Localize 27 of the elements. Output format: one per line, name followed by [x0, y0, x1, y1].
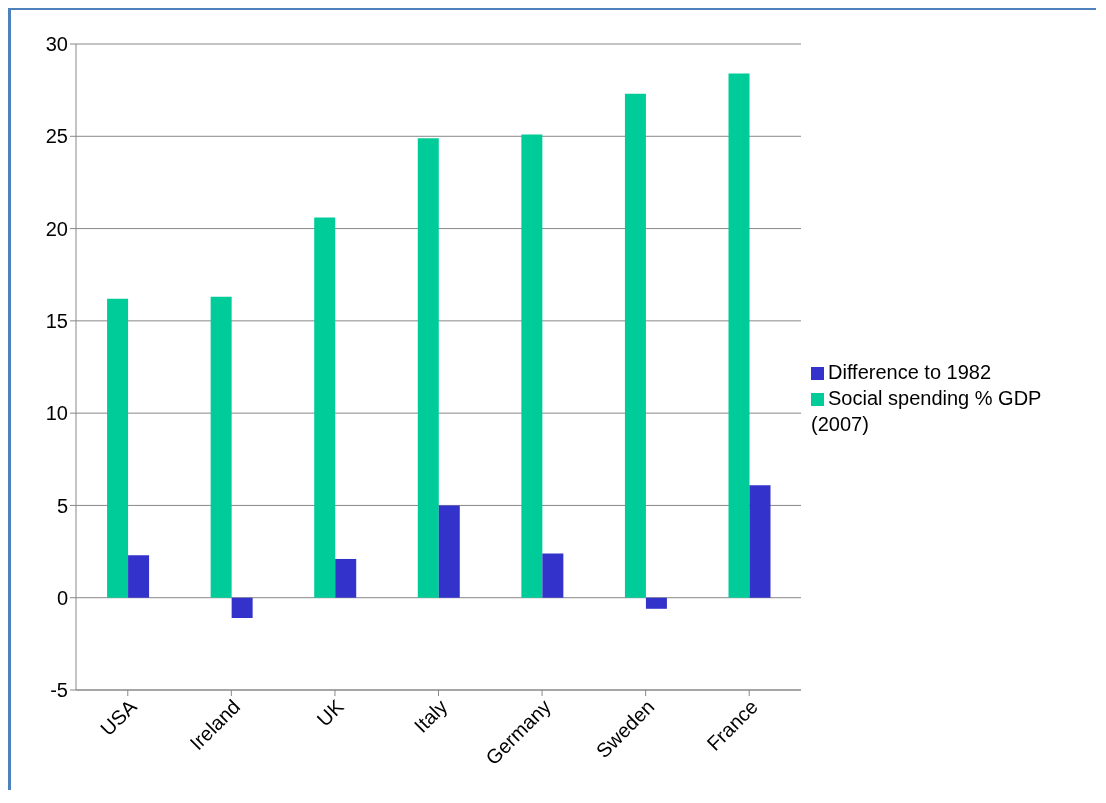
- y-tick-label: 10: [45, 402, 68, 425]
- y-tick-label: 20: [45, 217, 68, 240]
- bar: [335, 558, 357, 598]
- bar: [521, 134, 543, 598]
- legend-label: Difference to 1982: [828, 360, 992, 383]
- bar: [438, 505, 460, 598]
- y-tick-label: 0: [56, 586, 68, 609]
- x-tick-label: UK: [312, 694, 349, 731]
- y-tick-label: 30: [45, 33, 68, 56]
- bar: [624, 93, 646, 598]
- bar: [417, 138, 439, 598]
- bar: [645, 597, 667, 609]
- x-tick-label: USA: [96, 694, 142, 740]
- bar: [210, 296, 232, 598]
- x-tick-label: Italy: [409, 695, 452, 737]
- bar: [107, 298, 129, 598]
- bar: [728, 73, 750, 598]
- bar: [128, 555, 150, 598]
- legend-label: Social spending % GDP (2007): [811, 386, 1042, 435]
- y-tick-label: -5: [50, 679, 68, 702]
- bar: [231, 597, 253, 619]
- y-tick-label: 5: [56, 494, 68, 517]
- bar: [314, 217, 336, 598]
- y-tick-label: 15: [45, 309, 68, 332]
- y-tick-label: 25: [45, 125, 68, 148]
- bar: [749, 485, 771, 598]
- bar: [542, 553, 564, 598]
